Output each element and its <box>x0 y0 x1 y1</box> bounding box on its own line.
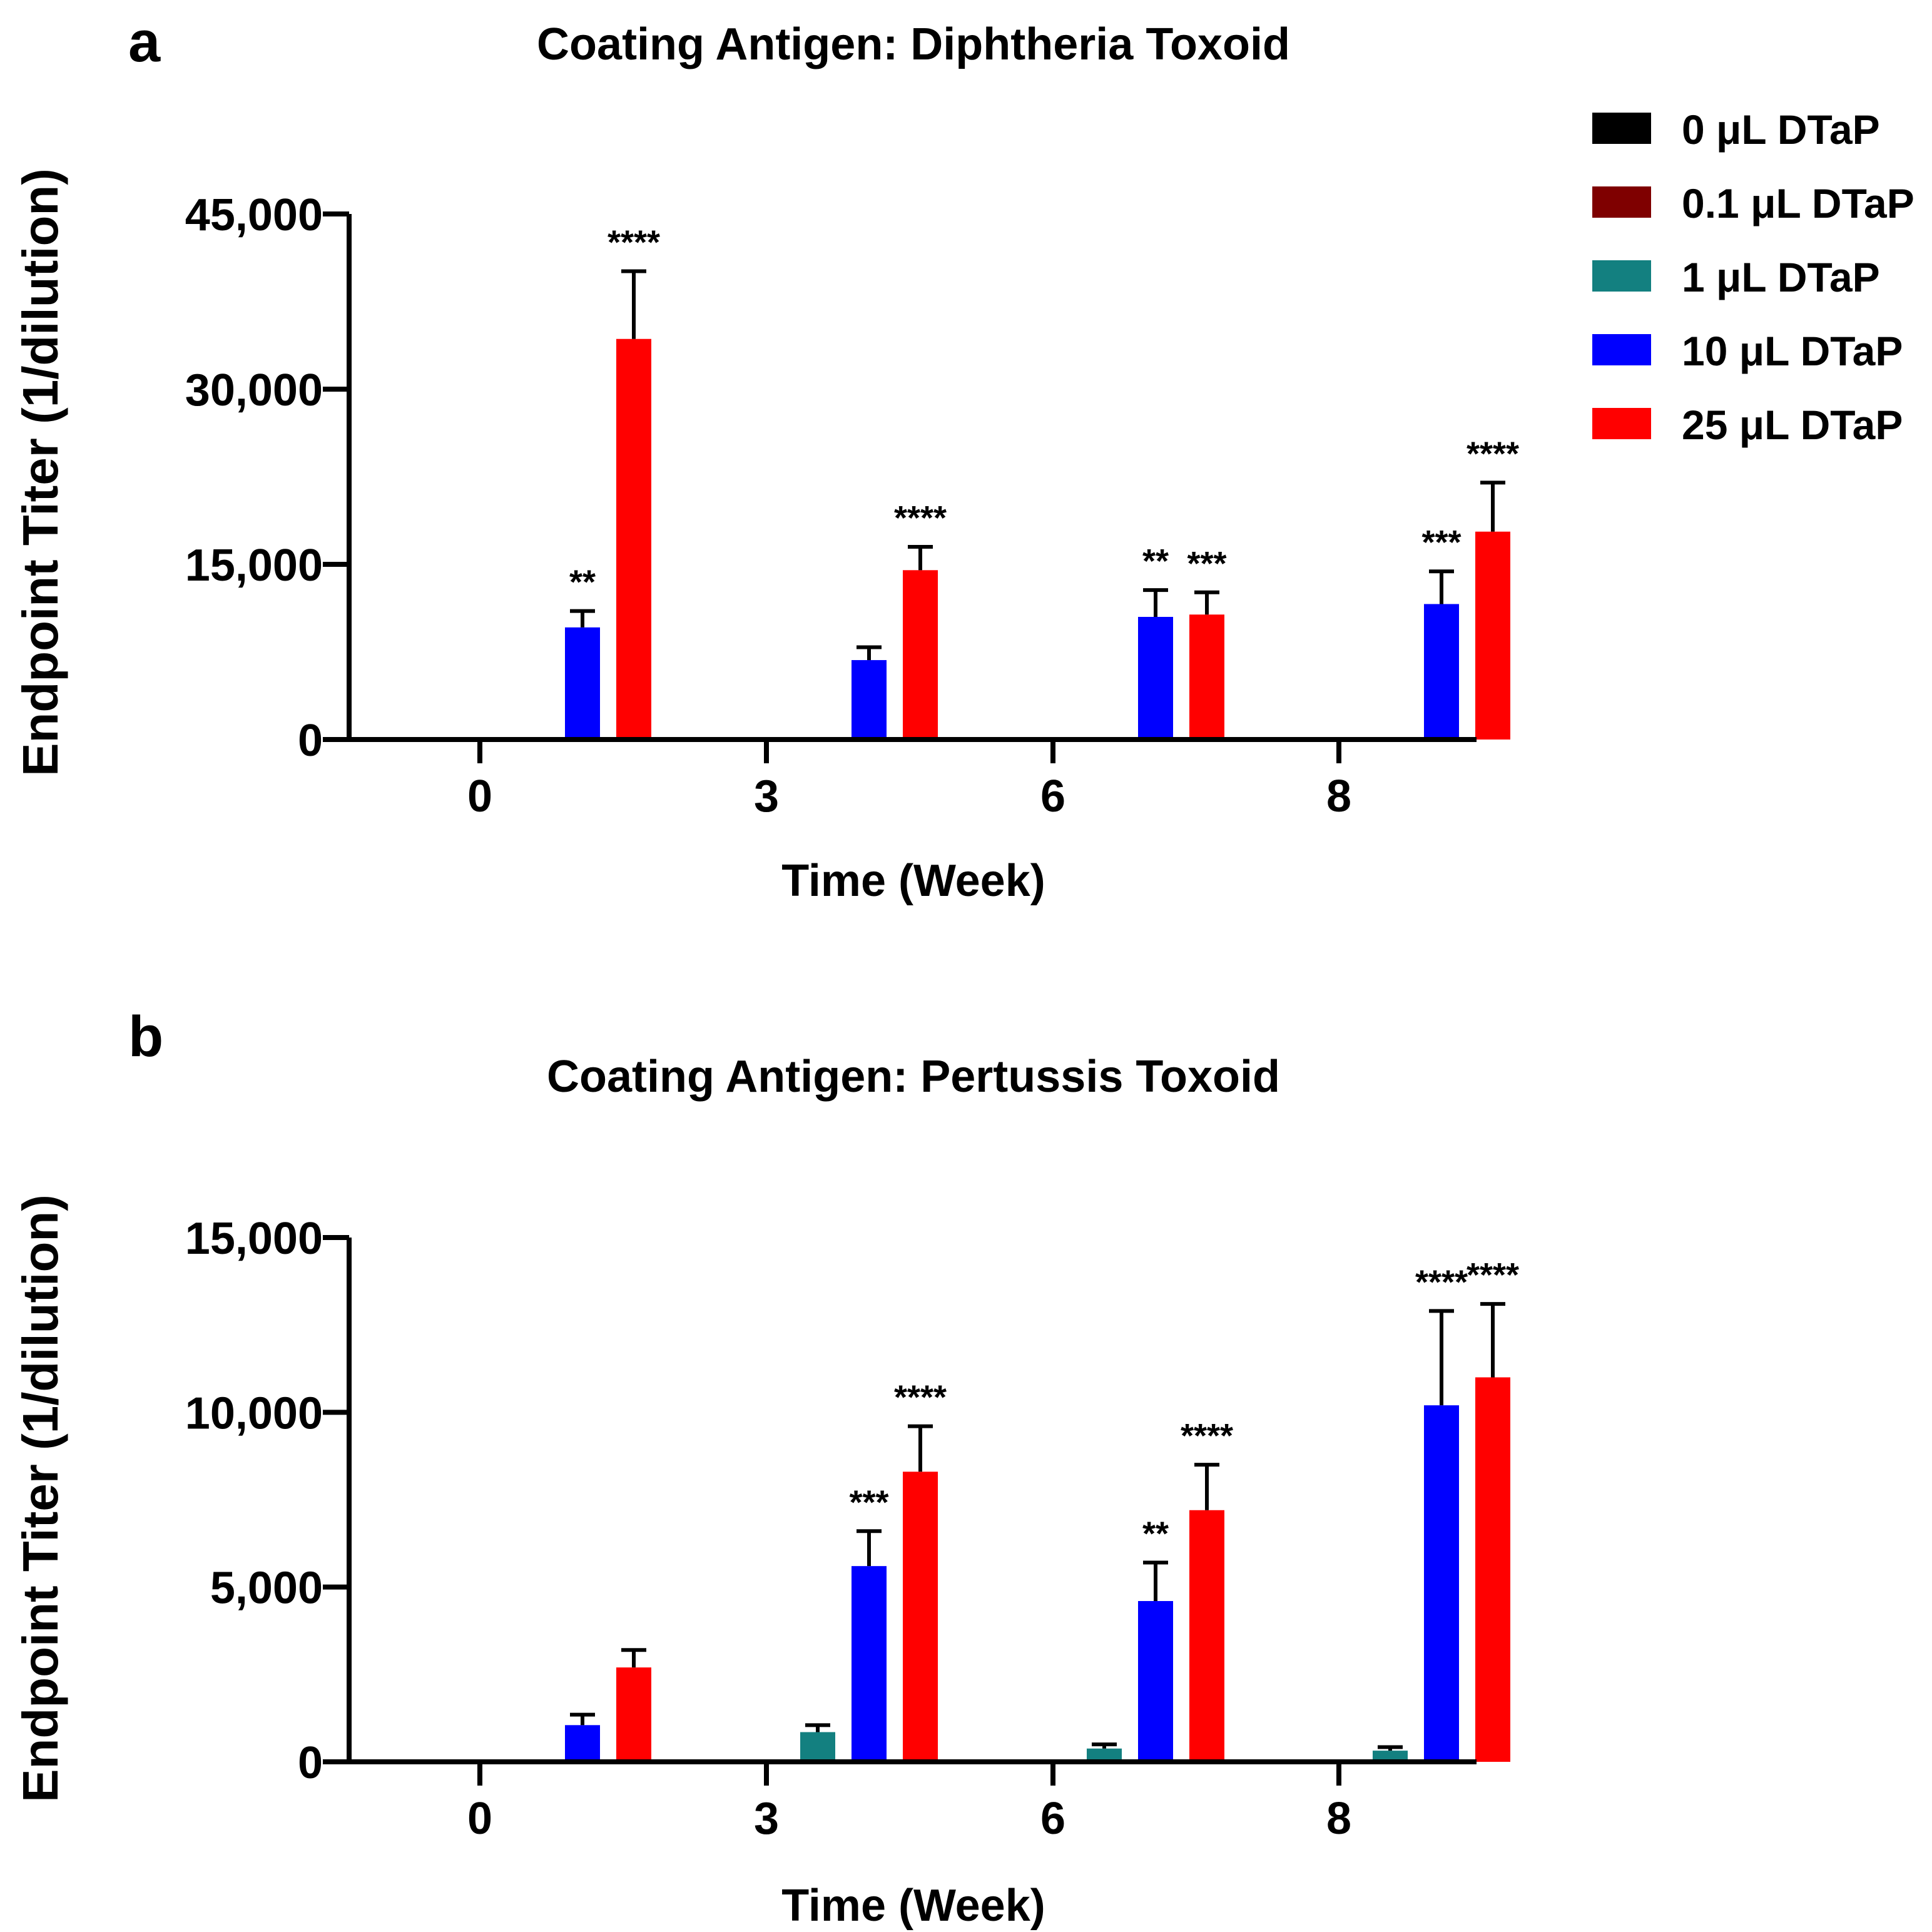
panel-a-title: Coating Antigen: Diphtheria Toxoid <box>537 19 1290 69</box>
significance-b-s3-c2: ** <box>1142 1515 1169 1553</box>
panel-b-letter: b <box>128 1005 163 1069</box>
legend-swatch-0 <box>1592 113 1651 144</box>
panel-a-ylabel: Endpoint Titer (1/dilution) <box>13 168 68 776</box>
y-tick-label-b-1: 5,000 <box>210 1563 323 1614</box>
significance-b-s4-c1: **** <box>894 1379 947 1416</box>
panel-a-plot: **** ******************015,00030,00045,00… <box>185 190 1519 821</box>
y-tick-label-b-3: 15,000 <box>185 1214 323 1264</box>
bar-b-s3-c3 <box>1424 1405 1459 1762</box>
bar-b-s2-c2 <box>1087 1748 1122 1762</box>
bar-b-s3-c2 <box>1138 1601 1173 1762</box>
legend: 0 μL DTaP 0.1 μL DTaP 1 μL DTaP 10 μL DTaP 2… <box>1592 106 1914 448</box>
x-tick-label-b-0: 0 <box>467 1794 492 1844</box>
bar-a-s3-c2 <box>1138 617 1173 740</box>
significance-a-s3-c0: ** <box>569 564 596 601</box>
bar-a-s3-c3 <box>1424 604 1459 740</box>
y-tick-label-b-2: 10,000 <box>185 1388 323 1438</box>
legend-label-3: 10 μL DTaP <box>1682 328 1903 374</box>
legend-label-2: 1 μL DTaP <box>1682 254 1880 300</box>
bar-a-s4-c3 <box>1475 531 1510 740</box>
panel-a-letter: a <box>128 10 161 74</box>
significance-a-s3-c2: ** <box>1142 542 1169 580</box>
y-tick-label-b-0: 0 <box>298 1738 323 1788</box>
bar-b-s3-c1 <box>852 1566 887 1762</box>
bar-a-s4-c1 <box>903 570 938 740</box>
significance-b-s4-c2: **** <box>1181 1417 1233 1455</box>
panel-a-xlabel: Time (Week) <box>781 856 1045 906</box>
bar-a-s3-c0 <box>565 627 600 740</box>
y-tick-label-a-3: 45,000 <box>185 190 323 240</box>
legend-label-4: 25 μL DTaP <box>1682 402 1903 448</box>
panel-b-xlabel: Time (Week) <box>781 1881 1045 1931</box>
legend-swatch-2 <box>1592 260 1651 292</box>
legend-label-1: 0.1 μL DTaP <box>1682 180 1914 226</box>
x-tick-label-a-2: 6 <box>1040 771 1065 821</box>
significance-b-s4-c3: **** <box>1467 1256 1519 1294</box>
x-tick-label-b-2: 6 <box>1040 1794 1065 1844</box>
panel-b-ylabel: Endpoint Titer (1/dilution) <box>13 1194 68 1802</box>
bar-b-s4-c2 <box>1189 1510 1224 1762</box>
x-tick-label-a-0: 0 <box>467 771 492 821</box>
legend-swatch-1 <box>1592 186 1651 218</box>
bar-b-s2-c3 <box>1373 1751 1408 1762</box>
panel-b-plot: *********************05,00010,00015,0000… <box>185 1214 1519 1844</box>
significance-a-s3-c3: *** <box>1421 524 1461 561</box>
significance-b-s3-c1: *** <box>849 1483 888 1521</box>
x-tick-label-a-3: 8 <box>1326 771 1351 821</box>
significance-a-s4-c0: **** <box>608 223 660 261</box>
significance-a-s4-c2: *** <box>1187 545 1226 582</box>
legend-label-0: 0 μL DTaP <box>1682 106 1880 153</box>
bar-b-s3-c0 <box>565 1725 600 1762</box>
bar-b-s4-c0 <box>616 1667 651 1762</box>
significance-b-s3-c3: **** <box>1415 1263 1468 1301</box>
significance-a-s4-c1: **** <box>894 499 947 537</box>
x-tick-label-b-1: 3 <box>754 1794 779 1844</box>
bar-a-s4-c0 <box>616 338 651 740</box>
bar-b-s4-c1 <box>903 1472 938 1762</box>
bar-a-s3-c1 <box>852 660 887 740</box>
y-tick-label-a-2: 30,000 <box>185 365 323 415</box>
bar-a-s4-c2 <box>1189 614 1224 740</box>
x-tick-label-a-1: 3 <box>754 771 779 821</box>
legend-swatch-4 <box>1592 408 1651 439</box>
legend-swatch-3 <box>1592 334 1651 365</box>
panel-b-title: Coating Antigen: Pertussis Toxoid <box>547 1052 1280 1102</box>
y-tick-label-a-0: 0 <box>298 716 323 766</box>
bar-b-s4-c3 <box>1475 1377 1510 1762</box>
significance-a-s4-c3: **** <box>1467 435 1519 472</box>
bar-b-s2-c1 <box>800 1732 835 1762</box>
y-tick-label-a-1: 15,000 <box>185 541 323 591</box>
x-tick-label-b-3: 8 <box>1326 1794 1351 1844</box>
